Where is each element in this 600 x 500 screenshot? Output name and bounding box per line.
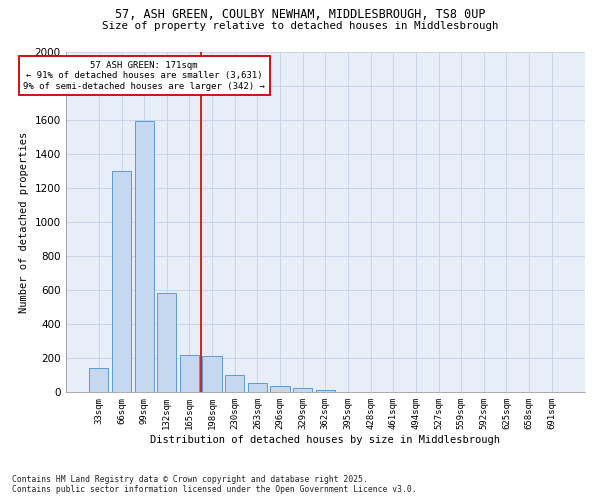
- Bar: [112, 171, 131, 392]
- Bar: [202, 356, 222, 393]
- Bar: [180, 355, 199, 393]
- Bar: [293, 388, 312, 392]
- Text: Contains HM Land Registry data © Crown copyright and database right 2025.
Contai: Contains HM Land Registry data © Crown c…: [12, 474, 416, 494]
- Bar: [225, 376, 244, 392]
- X-axis label: Distribution of detached houses by size in Middlesbrough: Distribution of detached houses by size …: [151, 435, 500, 445]
- Text: Size of property relative to detached houses in Middlesbrough: Size of property relative to detached ho…: [102, 21, 498, 31]
- Bar: [134, 122, 154, 392]
- Bar: [316, 390, 335, 392]
- Y-axis label: Number of detached properties: Number of detached properties: [19, 132, 29, 312]
- Text: 57 ASH GREEN: 171sqm
← 91% of detached houses are smaller (3,631)
9% of semi-det: 57 ASH GREEN: 171sqm ← 91% of detached h…: [23, 61, 265, 90]
- Bar: [248, 383, 267, 392]
- Text: 57, ASH GREEN, COULBY NEWHAM, MIDDLESBROUGH, TS8 0UP: 57, ASH GREEN, COULBY NEWHAM, MIDDLESBRO…: [115, 8, 485, 20]
- Bar: [89, 368, 109, 392]
- Bar: [157, 294, 176, 392]
- Bar: [271, 386, 290, 392]
